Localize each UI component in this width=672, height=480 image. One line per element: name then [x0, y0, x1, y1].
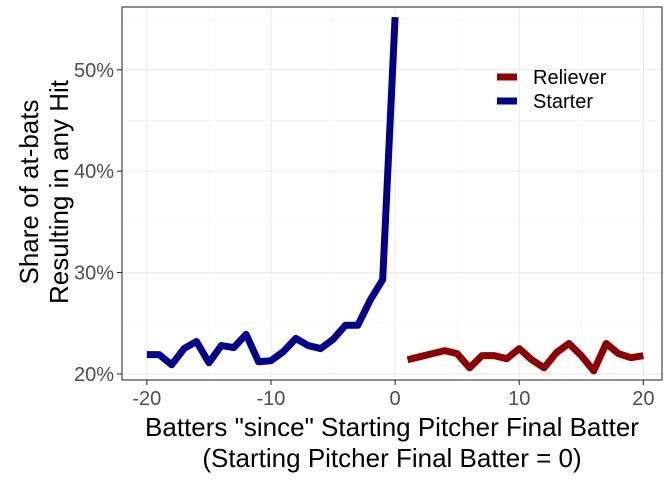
legend-label-starter: Starter: [533, 91, 593, 113]
x-tick-label: -10: [257, 388, 286, 410]
series-line-reliever: [406, 340, 644, 375]
y-tick-label: 40%: [74, 161, 114, 183]
x-axis-title-line-1: Batters "since" Starting Pitcher Final B…: [145, 412, 639, 442]
y-axis-title-line-2: Resulting in any Hit: [44, 79, 74, 304]
x-axis-title-line-2: (Starting Pitcher Final Batter = 0): [202, 443, 581, 473]
series-line-starter: [146, 16, 399, 369]
y-tick-label: 50%: [74, 60, 114, 82]
x-tick-label: 10: [508, 388, 530, 410]
y-axis: 20% 30% 40% 50%: [74, 60, 122, 386]
legend-label-reliever: Reliever: [533, 67, 607, 89]
plot-panel-border: [121, 6, 663, 381]
y-tick-label: 30%: [74, 263, 114, 285]
y-tick-label: 20%: [74, 364, 114, 386]
series-layer: [146, 16, 644, 375]
y-axis-title-line-1: Share of at-bats: [14, 100, 44, 285]
x-tick-label: 20: [632, 388, 654, 410]
legend: Reliever Starter: [497, 67, 607, 113]
x-tick-label: 0: [390, 388, 401, 410]
x-axis: -20 -10 0 10 20: [132, 380, 655, 410]
x-tick-label: -20: [132, 388, 161, 410]
